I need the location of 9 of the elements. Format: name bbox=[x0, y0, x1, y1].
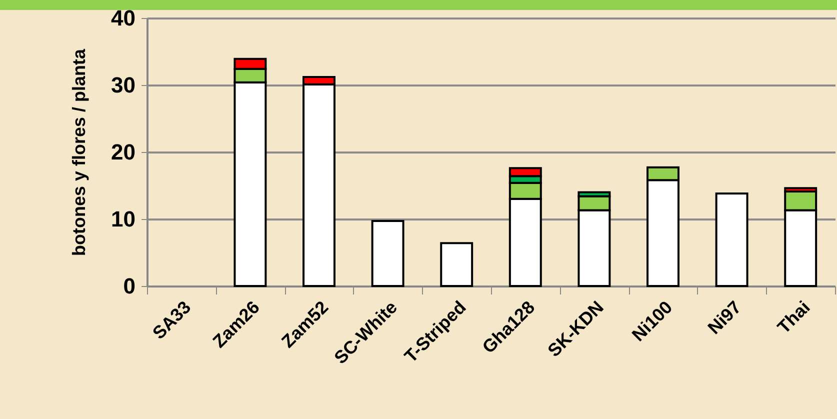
bar bbox=[440, 242, 474, 287]
y-tick-label: 10 bbox=[111, 206, 136, 232]
y-tick-label: 0 bbox=[123, 274, 136, 298]
y-tick-label: 30 bbox=[111, 72, 136, 98]
bar bbox=[371, 220, 404, 287]
y-tick-label: 40 bbox=[111, 6, 136, 30]
bar bbox=[715, 192, 748, 287]
y-tick-label: 20 bbox=[111, 140, 136, 164]
y-axis-title: botones y flores / planta bbox=[69, 48, 90, 256]
